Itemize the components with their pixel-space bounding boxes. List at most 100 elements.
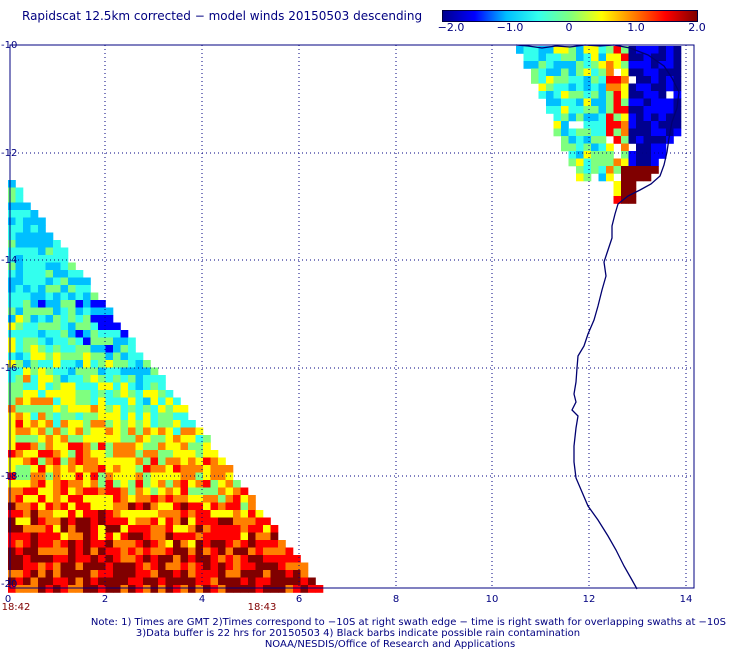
wind-cell [180,525,189,533]
wind-cell [613,98,622,107]
wind-cell [38,480,46,488]
wind-cell [53,465,61,473]
wind-cell [135,435,144,443]
wind-cell [45,555,54,563]
wind-cell [128,382,136,391]
wind-cell [240,502,249,511]
wind-cell [98,562,106,571]
wind-cell [113,420,121,428]
wind-cell [38,517,46,526]
wind-cell [45,322,54,331]
wind-cell [98,480,106,488]
wind-cell [23,502,31,511]
wind-cell [188,502,196,511]
wind-cell [23,570,31,578]
wind-cell [83,577,91,586]
wind-cell [278,577,286,586]
wind-cell [75,517,84,526]
wind-cell [278,547,286,556]
wind-cell [8,547,16,556]
wind-cell [666,83,674,92]
wind-cell [128,405,136,413]
wind-cell [120,450,129,458]
wind-cell [576,53,584,62]
wind-cell [128,352,136,361]
wind-cell [68,285,76,293]
wind-cell [90,577,99,586]
wind-cell [75,285,84,293]
wind-cell [105,532,114,541]
wind-cell [68,420,76,428]
wind-cell [135,472,144,481]
wind-cell [120,585,129,593]
wind-cell [8,285,16,293]
wind-cell [143,420,151,428]
wind-cell [150,540,159,548]
wind-cell [75,495,84,503]
wind-cell [53,330,61,338]
wind-cell [8,232,16,241]
wind-cell [120,412,129,421]
wind-cell [135,555,144,563]
wind-cell [643,143,652,152]
colorbar-label-neg1: −1.0 [496,21,524,34]
wind-cell [38,442,46,451]
wind-cell [218,487,226,496]
wind-cell [135,547,144,556]
wind-cell [75,300,84,308]
wind-cell [195,427,204,436]
wind-cell [135,390,144,398]
wind-cell [38,300,46,308]
wind-cell [173,472,181,481]
wind-cell [651,113,659,122]
wind-cell [165,585,174,593]
wind-cell [568,151,577,159]
wind-cell [105,442,114,451]
wind-cell [60,510,69,518]
wind-cell [90,570,99,578]
wind-cell [143,397,151,406]
wind-cell [8,562,16,571]
wind-cell [143,480,151,488]
wind-cell [606,151,614,159]
wind-cell [83,585,91,593]
wind-cell [180,540,189,548]
wind-cell [636,46,644,54]
wind-cell [128,517,136,526]
wind-cell [128,427,136,436]
wind-cell [203,487,211,496]
wind-cell [591,136,599,144]
wind-cell [270,547,279,556]
wind-cell [15,435,24,443]
wind-cell [621,98,629,107]
wind-cell [15,247,24,256]
wind-cell [583,128,592,137]
wind-cell [15,397,24,406]
wind-cell [598,128,607,137]
wind-cell [636,166,644,174]
wind-cell [105,330,114,338]
wind-cell [8,427,16,436]
wind-cell [120,435,129,443]
wind-cell [113,465,121,473]
wind-cell [666,68,674,77]
wind-cell [60,262,69,271]
wind-cell [23,300,31,308]
wind-cell [210,562,219,571]
wind-cell [150,577,159,586]
wind-cell [120,532,129,541]
wind-cell [173,487,181,496]
wind-cell [15,307,24,316]
wind-cell [143,360,151,368]
wind-cell [628,173,637,182]
wind-cell [210,465,219,473]
wind-cell [583,143,592,152]
wind-cell [210,570,219,578]
wind-cell [150,375,159,383]
wind-cell [538,68,547,77]
wind-cell [8,577,16,586]
wind-cell [30,217,39,226]
wind-cell [300,570,309,578]
wind-cell [83,315,91,323]
